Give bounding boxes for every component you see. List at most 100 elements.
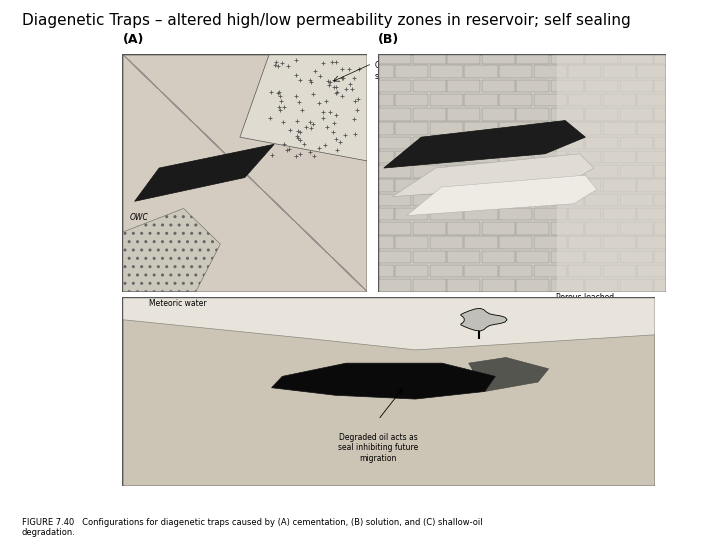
Bar xyxy=(551,251,584,263)
Bar xyxy=(482,137,515,149)
Bar xyxy=(430,179,463,192)
Bar xyxy=(620,108,653,120)
Bar xyxy=(430,65,463,78)
Bar xyxy=(516,279,549,292)
Bar xyxy=(654,80,666,92)
Bar xyxy=(482,108,515,120)
Bar xyxy=(395,265,428,278)
Bar xyxy=(516,222,549,234)
Bar xyxy=(464,265,498,278)
Bar xyxy=(516,108,549,120)
Bar xyxy=(447,222,480,234)
Text: (C): (C) xyxy=(122,278,143,291)
Bar xyxy=(534,123,567,135)
Bar xyxy=(378,80,411,92)
Bar xyxy=(603,179,636,192)
Bar xyxy=(464,94,498,106)
Bar xyxy=(654,165,666,178)
Bar xyxy=(378,222,411,234)
Bar xyxy=(551,80,584,92)
Text: Cemented limestone: Cemented limestone xyxy=(396,303,475,313)
Bar xyxy=(378,137,411,149)
Bar xyxy=(551,51,584,64)
Bar xyxy=(620,222,653,234)
Text: Meteoric water: Meteoric water xyxy=(149,300,207,308)
Bar xyxy=(413,108,446,120)
Polygon shape xyxy=(240,54,367,161)
Bar xyxy=(378,179,394,192)
Bar xyxy=(378,194,411,206)
Bar xyxy=(534,94,567,106)
Bar xyxy=(447,165,480,178)
Text: FIGURE 7.40   Configurations for diagenetic traps caused by (A) cementation, (B): FIGURE 7.40 Configurations for diageneti… xyxy=(22,518,482,537)
Bar xyxy=(378,65,394,78)
Bar xyxy=(620,165,653,178)
Bar xyxy=(568,65,601,78)
Bar xyxy=(378,165,411,178)
Bar xyxy=(482,251,515,263)
Bar xyxy=(516,194,549,206)
Bar xyxy=(654,279,666,292)
Bar xyxy=(413,279,446,292)
Bar xyxy=(654,251,666,263)
Text: Diagenetic Traps – altered high/low permeability zones in reservoir; self sealin: Diagenetic Traps – altered high/low perm… xyxy=(22,14,630,29)
Bar xyxy=(585,80,618,92)
Bar xyxy=(395,208,428,220)
Bar xyxy=(620,51,653,64)
Bar xyxy=(499,265,532,278)
Bar xyxy=(413,194,446,206)
Bar xyxy=(603,237,636,249)
Bar xyxy=(516,80,549,92)
Bar xyxy=(637,151,666,163)
Bar xyxy=(395,237,428,249)
Bar xyxy=(499,94,532,106)
Polygon shape xyxy=(135,144,274,201)
Bar xyxy=(378,208,394,220)
Bar xyxy=(395,151,428,163)
Bar xyxy=(378,237,394,249)
Bar xyxy=(395,65,428,78)
Bar xyxy=(637,237,666,249)
Polygon shape xyxy=(469,357,549,392)
Text: OWC: OWC xyxy=(130,213,148,222)
Bar xyxy=(430,237,463,249)
Bar xyxy=(568,123,601,135)
Bar xyxy=(430,151,463,163)
Bar xyxy=(447,80,480,92)
Bar xyxy=(551,108,584,120)
Bar xyxy=(603,208,636,220)
Polygon shape xyxy=(461,308,507,331)
Bar xyxy=(499,208,532,220)
Bar xyxy=(534,65,567,78)
Bar xyxy=(413,80,446,92)
Text: Degraded oil acts as
seal inhibiting future
migration: Degraded oil acts as seal inhibiting fut… xyxy=(338,433,418,463)
Text: Porous leached
limestone: Porous leached limestone xyxy=(557,293,614,313)
Bar xyxy=(499,237,532,249)
Bar xyxy=(551,194,584,206)
Bar xyxy=(620,251,653,263)
Polygon shape xyxy=(407,175,597,215)
Polygon shape xyxy=(384,120,585,168)
Bar xyxy=(430,208,463,220)
Bar xyxy=(499,123,532,135)
Bar xyxy=(620,80,653,92)
Bar xyxy=(637,65,666,78)
Bar xyxy=(395,94,428,106)
Bar xyxy=(568,208,601,220)
Bar xyxy=(637,94,666,106)
Bar xyxy=(499,151,532,163)
Bar xyxy=(603,65,636,78)
Bar xyxy=(603,265,636,278)
Bar xyxy=(534,179,567,192)
Bar xyxy=(378,123,394,135)
Bar xyxy=(585,51,618,64)
Text: (B): (B) xyxy=(378,33,400,46)
Bar xyxy=(568,237,601,249)
Bar xyxy=(482,51,515,64)
Bar xyxy=(585,222,618,234)
Bar xyxy=(585,137,618,149)
Bar xyxy=(516,251,549,263)
Bar xyxy=(413,137,446,149)
Bar xyxy=(585,108,618,120)
Bar xyxy=(482,80,515,92)
